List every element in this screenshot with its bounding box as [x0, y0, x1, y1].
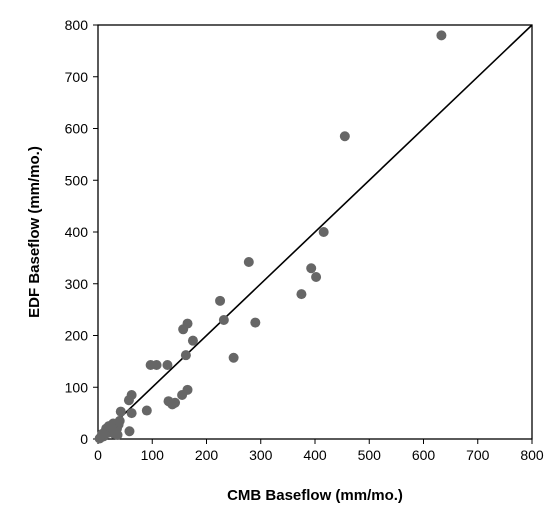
y-tick-label-100: 100 — [65, 379, 89, 395]
data-point-7 — [250, 317, 261, 328]
data-point-28 — [124, 426, 135, 437]
x-tick-label-400: 400 — [303, 447, 327, 463]
y-tick-label-400: 400 — [65, 224, 89, 240]
data-point-5 — [296, 289, 307, 300]
y-tick-label-0: 0 — [80, 431, 88, 447]
data-point-43 — [103, 421, 114, 432]
x-tick-label-600: 600 — [412, 447, 436, 463]
data-point-4 — [311, 272, 322, 283]
data-point-14 — [180, 350, 191, 361]
data-point-13 — [187, 335, 198, 346]
data-point-23 — [141, 405, 152, 416]
data-point-10 — [228, 352, 239, 363]
x-tick-label-200: 200 — [195, 447, 219, 463]
y-axis-title: EDF Baseflow (mm/mo.) — [26, 146, 43, 318]
y-tick-labels: 0 100 200 300 400 500 600 700 800 — [65, 17, 89, 447]
data-point-19 — [145, 359, 156, 370]
data-point-2 — [318, 227, 329, 237]
y-tick-label-800: 800 — [65, 17, 89, 33]
x-tick-labels: 0 100 200 300 400 500 600 700 800 — [94, 447, 544, 463]
x-tick-label-500: 500 — [358, 447, 382, 463]
x-tick-label-300: 300 — [249, 447, 273, 463]
y-tick-label-700: 700 — [65, 69, 89, 85]
x-tick-label-100: 100 — [141, 447, 165, 463]
data-point-17 — [162, 359, 173, 370]
data-point-1 — [339, 131, 350, 142]
data-point-25 — [123, 395, 134, 406]
y-tick-label-200: 200 — [65, 328, 89, 344]
data-point-27 — [115, 406, 126, 417]
y-tick-label-300: 300 — [65, 276, 89, 292]
y-tick-label-500: 500 — [65, 172, 89, 188]
data-point-8 — [215, 295, 226, 306]
x-tick-label-0: 0 — [94, 447, 102, 463]
one-to-one-line — [97, 24, 533, 440]
data-point-16 — [177, 390, 188, 401]
x-tick-label-700: 700 — [466, 447, 490, 463]
data-point-3 — [306, 263, 317, 274]
data-point-42 — [97, 428, 108, 439]
data-point-6 — [243, 257, 254, 268]
data-point-9 — [218, 314, 229, 325]
data-point-26 — [126, 408, 137, 419]
data-point-22 — [170, 397, 181, 408]
data-point-0 — [436, 30, 447, 41]
x-tick-label-800: 800 — [520, 447, 544, 463]
data-point-45 — [112, 429, 123, 440]
data-point-12 — [178, 324, 189, 335]
y-tick-label-600: 600 — [65, 121, 89, 137]
data-points — [94, 30, 447, 444]
x-axis-title: CMB Baseflow (mm/mo.) — [227, 487, 403, 504]
